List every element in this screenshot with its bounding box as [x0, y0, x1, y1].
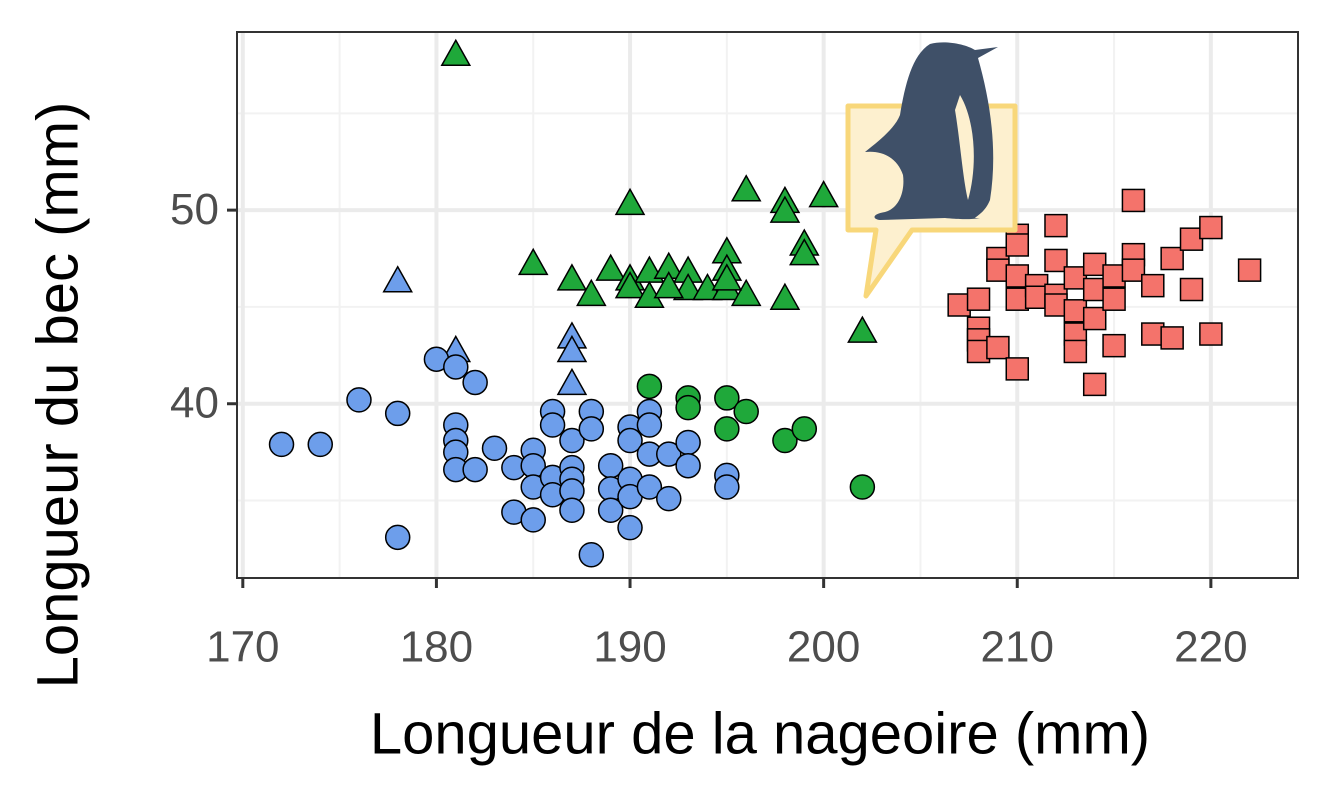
point [730, 174, 762, 202]
point [656, 441, 682, 467]
point [714, 474, 740, 500]
point [714, 416, 740, 442]
point [636, 412, 663, 438]
point [384, 400, 411, 427]
x-tick-label: 170 [206, 623, 279, 672]
penguin-logo [845, 42, 1018, 299]
point [808, 180, 839, 208]
axes: 170 180 190 200 210 220 40 50 [170, 185, 1248, 672]
point [597, 497, 624, 523]
point [711, 263, 743, 291]
point [443, 354, 469, 380]
point [520, 507, 546, 533]
y-tick-label: 40 [170, 378, 219, 427]
point [1082, 372, 1107, 397]
point [617, 514, 643, 541]
point [539, 412, 566, 438]
point [986, 335, 1010, 360]
point [384, 524, 411, 551]
point [733, 398, 759, 425]
point [966, 287, 991, 311]
point [1082, 306, 1107, 331]
point [1005, 233, 1030, 257]
point [656, 485, 682, 512]
point [849, 474, 876, 500]
point [382, 265, 413, 293]
point [556, 263, 588, 291]
point [268, 431, 295, 458]
point [636, 474, 663, 500]
point [1063, 339, 1088, 364]
point [791, 416, 818, 442]
point [614, 187, 646, 216]
point [1102, 287, 1126, 311]
point [307, 431, 334, 458]
point [772, 427, 798, 454]
point [636, 373, 663, 400]
plot-border [236, 31, 1299, 579]
point [578, 542, 605, 568]
marks [268, 38, 1262, 568]
point [1160, 326, 1184, 350]
point [789, 238, 820, 266]
point [346, 387, 372, 413]
point [1199, 215, 1223, 240]
point [1121, 258, 1146, 282]
point [556, 367, 588, 396]
point [556, 334, 588, 363]
point [614, 271, 646, 299]
point [1179, 277, 1204, 302]
point [578, 416, 605, 442]
point [675, 394, 701, 421]
point [1141, 273, 1165, 298]
point [769, 282, 801, 310]
y-axis-title: Longueur du bec (mm) [25, 102, 90, 689]
point [1237, 258, 1262, 282]
point [1102, 333, 1126, 358]
point [1199, 322, 1223, 346]
x-tick-label: 220 [1174, 623, 1247, 672]
x-tick-label: 210 [981, 623, 1054, 672]
point [559, 497, 585, 523]
point [1121, 188, 1146, 213]
point [653, 271, 685, 299]
point [559, 427, 585, 454]
point [1160, 246, 1184, 271]
x-axis-title: Longueur de la nageoire (mm) [370, 701, 1150, 766]
point [617, 427, 643, 454]
point [462, 456, 488, 483]
point [576, 278, 607, 307]
point [1044, 248, 1068, 273]
point [1005, 357, 1030, 381]
point [675, 429, 701, 456]
x-tick-label: 190 [593, 623, 666, 672]
point [440, 38, 472, 66]
x-tick-label: 180 [400, 623, 473, 672]
point [1044, 213, 1068, 238]
y-tick-label: 50 [170, 185, 219, 234]
point [730, 278, 762, 307]
point [481, 435, 508, 462]
point [847, 315, 878, 343]
point [769, 195, 801, 223]
penguin-belly [955, 95, 974, 200]
point [462, 369, 488, 396]
x-tick-label: 200 [787, 623, 860, 672]
point [595, 253, 626, 281]
point [675, 452, 701, 479]
point [714, 385, 740, 411]
point [517, 247, 549, 276]
